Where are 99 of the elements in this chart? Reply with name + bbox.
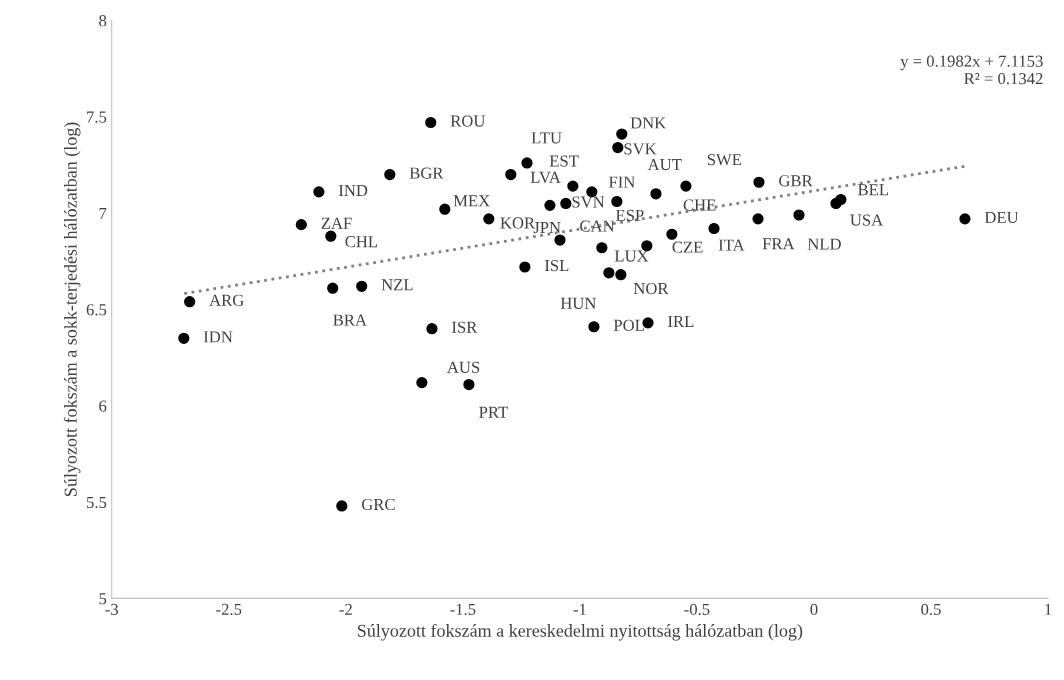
point xyxy=(327,282,339,294)
point xyxy=(615,269,627,281)
y-axis-title: Súlyozott fokszám a sokk-terjedési hálózatban (log) xyxy=(63,122,81,496)
annotation: ISR xyxy=(451,321,478,333)
point xyxy=(588,321,600,333)
y-tick-label: 7.5 xyxy=(87,111,107,123)
y-tick-label: 6 xyxy=(99,400,107,412)
annotation: PRT xyxy=(479,406,508,418)
x-tick-label: 1 xyxy=(1045,603,1052,615)
point xyxy=(439,203,451,215)
point xyxy=(483,213,495,225)
annotation: GBR xyxy=(779,175,813,187)
annotation: ROU xyxy=(450,115,486,127)
x-tick-label: -2 xyxy=(339,603,352,615)
annotation: NLD xyxy=(807,238,841,250)
point xyxy=(616,128,628,140)
annotation: LVA xyxy=(530,171,561,183)
annotation: KOR xyxy=(500,217,536,229)
x-tick-label: -0.5 xyxy=(684,603,710,616)
point xyxy=(603,267,615,279)
annotation: BGR xyxy=(409,167,444,179)
annotation: CZE xyxy=(672,241,703,253)
annotation: FIN xyxy=(608,176,635,188)
point xyxy=(425,116,437,129)
annotation: CHE xyxy=(683,199,716,211)
x-tick-label: -1.5 xyxy=(450,603,476,616)
point xyxy=(596,242,608,254)
x-axis-title: Súlyozott fokszám a kereskedelmi nyitottság hálózatban (log) xyxy=(357,623,803,641)
y-tick-label: 5.5 xyxy=(86,496,107,509)
point xyxy=(336,500,348,512)
point xyxy=(612,141,624,154)
annotation: USA xyxy=(850,214,884,226)
annotation: NZL xyxy=(381,279,413,291)
annotation: SVN xyxy=(572,196,605,208)
x-tick-label: -2.5 xyxy=(216,603,242,616)
annotation: AUT xyxy=(647,159,682,171)
annotation: GRC xyxy=(361,498,395,511)
annotation: CAN xyxy=(580,220,615,232)
annotation: IRL xyxy=(668,315,694,327)
point xyxy=(554,234,566,246)
y-tick-label: 5 xyxy=(99,593,107,605)
annotation: AUS xyxy=(447,361,480,373)
point xyxy=(830,197,842,210)
annotation: IDN xyxy=(203,331,233,343)
point xyxy=(356,280,368,292)
y-tick-label: 7 xyxy=(99,207,107,219)
annotation: BRA xyxy=(333,314,367,326)
annotation: CHL xyxy=(345,236,378,248)
point xyxy=(544,199,556,211)
annotation: EST xyxy=(549,155,579,167)
point xyxy=(295,219,307,231)
point xyxy=(325,230,337,242)
annotation: y = 0.1982x + 7.1153 R² = 0.1342 xyxy=(900,55,1043,85)
annotation: SWE xyxy=(707,154,742,166)
point xyxy=(313,186,325,198)
annotation: SVK xyxy=(624,143,657,155)
point xyxy=(384,168,396,181)
point xyxy=(416,377,428,389)
annotation: ITA xyxy=(718,239,745,251)
annotation: LTU xyxy=(531,132,562,144)
annotation: FRA xyxy=(762,238,795,250)
annotation: ZAF xyxy=(321,217,352,229)
annotation: MEX xyxy=(453,195,490,207)
point xyxy=(560,197,572,210)
x-tick-label: -3 xyxy=(105,603,119,615)
point xyxy=(793,209,805,221)
annotation: DEU xyxy=(984,211,1019,224)
point xyxy=(650,188,662,200)
annotation: JPN xyxy=(533,222,561,234)
annotation: DNK xyxy=(630,117,667,129)
point xyxy=(666,228,678,240)
point xyxy=(184,296,196,308)
point xyxy=(426,323,438,335)
point xyxy=(959,213,971,225)
annotation: POL xyxy=(613,319,644,331)
annotation: NOR xyxy=(633,282,669,295)
point xyxy=(505,168,517,181)
x-tick-label: 0.5 xyxy=(921,603,941,616)
point xyxy=(753,176,765,188)
point xyxy=(463,378,475,391)
point xyxy=(611,195,623,208)
y-tick-label: 6.5 xyxy=(86,304,107,316)
annotation: ESP xyxy=(615,209,644,221)
y-tick-label: 8 xyxy=(99,15,107,27)
x-tick-label: -1 xyxy=(573,603,586,615)
annotation: IND xyxy=(338,184,368,196)
point xyxy=(680,180,692,192)
point xyxy=(567,180,579,192)
annotation: ISL xyxy=(544,259,569,272)
point xyxy=(752,213,764,225)
annotation: HUN xyxy=(560,297,597,309)
point xyxy=(521,157,533,169)
point xyxy=(178,332,190,344)
annotation: BEL xyxy=(858,184,889,196)
point xyxy=(519,261,531,273)
annotation: LUX xyxy=(614,250,649,262)
x-tick-label: 0 xyxy=(810,603,818,615)
point xyxy=(708,222,720,235)
annotation: ARG xyxy=(209,294,244,306)
